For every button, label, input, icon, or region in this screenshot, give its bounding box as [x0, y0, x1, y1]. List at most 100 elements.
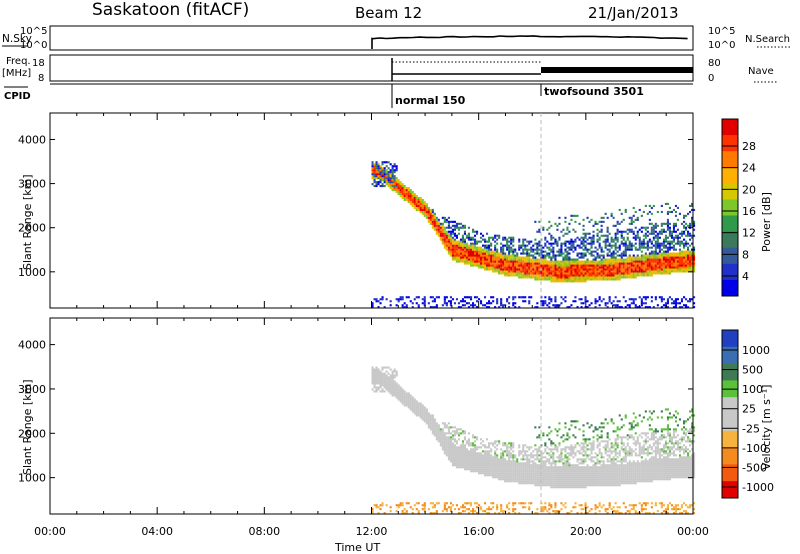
- power-cell: [560, 254, 563, 257]
- power-cell: [476, 230, 479, 233]
- power-cell: [558, 280, 561, 283]
- power-cell: [576, 262, 579, 265]
- power-cell: [435, 220, 438, 223]
- velocity-cell: [576, 468, 579, 471]
- power-cell: [664, 236, 667, 239]
- power-cell: [646, 254, 649, 257]
- power-cell: [512, 258, 515, 261]
- power-cell: [534, 268, 537, 271]
- velocity-cell: [506, 460, 509, 463]
- velocity-cell: [580, 512, 583, 515]
- velocity-cell: [391, 390, 394, 393]
- power-cell: [594, 270, 597, 273]
- power-cell: [590, 260, 593, 263]
- velocity-cell: [604, 476, 607, 479]
- power-cell: [606, 266, 609, 269]
- power-cell: [616, 278, 619, 281]
- power-cell: [556, 276, 559, 279]
- power-cell: [498, 260, 501, 263]
- velocity-cell: [542, 452, 545, 455]
- power-cell: [550, 248, 553, 251]
- power-cell: [584, 232, 587, 235]
- velocity-cell: [528, 480, 531, 483]
- power-cell: [658, 252, 661, 255]
- velocity-cell: [467, 450, 470, 453]
- power-cell: [524, 296, 527, 299]
- velocity-cell: [443, 426, 446, 429]
- velocity-cell: [457, 432, 460, 435]
- power-cell: [379, 179, 382, 182]
- velocity-cell: [562, 448, 565, 451]
- power-cell: [678, 270, 681, 273]
- velocity-cell: [486, 446, 489, 449]
- power-cell: [548, 276, 551, 279]
- power-cell: [632, 264, 635, 267]
- power-cell: [644, 246, 647, 249]
- power-cell: [371, 173, 374, 176]
- power-cell: [662, 230, 665, 233]
- power-cell: [532, 254, 535, 257]
- velocity-cell: [506, 476, 509, 479]
- power-cell: [604, 212, 607, 215]
- power-cell: [608, 264, 611, 267]
- velocity-cell: [604, 418, 607, 421]
- velocity-cell: [604, 448, 607, 451]
- power-cell: [570, 240, 573, 243]
- power-cell: [536, 266, 539, 269]
- velocity-cell: [478, 462, 481, 465]
- power-cell: [486, 306, 489, 309]
- power-cell: [652, 264, 655, 267]
- velocity-cell: [572, 486, 575, 489]
- power-cell: [562, 270, 565, 273]
- power-cell: [590, 244, 593, 247]
- velocity-cell: [568, 474, 571, 477]
- velocity-cell: [582, 454, 585, 457]
- power-cell: [451, 232, 454, 235]
- velocity-cell: [608, 478, 611, 481]
- power-cell: [640, 302, 643, 305]
- power-cell: [423, 212, 426, 215]
- power-cell: [680, 268, 683, 271]
- power-cell: [536, 276, 539, 279]
- power-cell: [476, 254, 479, 257]
- power-cell: [614, 306, 617, 309]
- velocity-cell: [435, 502, 438, 505]
- velocity-cell: [405, 396, 408, 399]
- velocity-cell: [596, 438, 599, 441]
- velocity-cell: [534, 426, 537, 429]
- power-cell: [650, 300, 653, 303]
- velocity-cell: [602, 460, 605, 463]
- power-cell: [455, 254, 458, 257]
- velocity-cell: [455, 430, 458, 433]
- power-cell: [596, 276, 599, 279]
- velocity-cell: [512, 464, 515, 467]
- velocity-cell: [590, 508, 593, 511]
- power-cell: [562, 278, 565, 281]
- velocity-cell: [397, 392, 400, 395]
- velocity-cell: [465, 440, 468, 443]
- power-cell: [685, 262, 688, 265]
- power-cell: [598, 276, 601, 279]
- power-cell: [514, 254, 517, 257]
- power-cell: [447, 238, 450, 241]
- velocity-cell: [486, 470, 489, 473]
- velocity-cell: [445, 426, 448, 429]
- velocity-cell: [407, 406, 410, 409]
- velocity-cell: [401, 400, 404, 403]
- velocity-cell: [552, 480, 555, 483]
- velocity-cell: [584, 484, 587, 487]
- power-cell: [506, 300, 509, 303]
- power-cell: [520, 270, 523, 273]
- velocity-cell: [375, 378, 378, 381]
- power-cell: [610, 214, 613, 217]
- power-cell: [379, 302, 382, 305]
- power-cell: [622, 230, 625, 233]
- velocity-cell: [459, 444, 462, 447]
- power-cell: [652, 226, 655, 229]
- power-cell: [474, 258, 477, 261]
- power-cell: [514, 262, 517, 265]
- velocity-cell: [586, 512, 589, 515]
- power-cell: [506, 254, 509, 257]
- velocity-cell: [488, 456, 491, 459]
